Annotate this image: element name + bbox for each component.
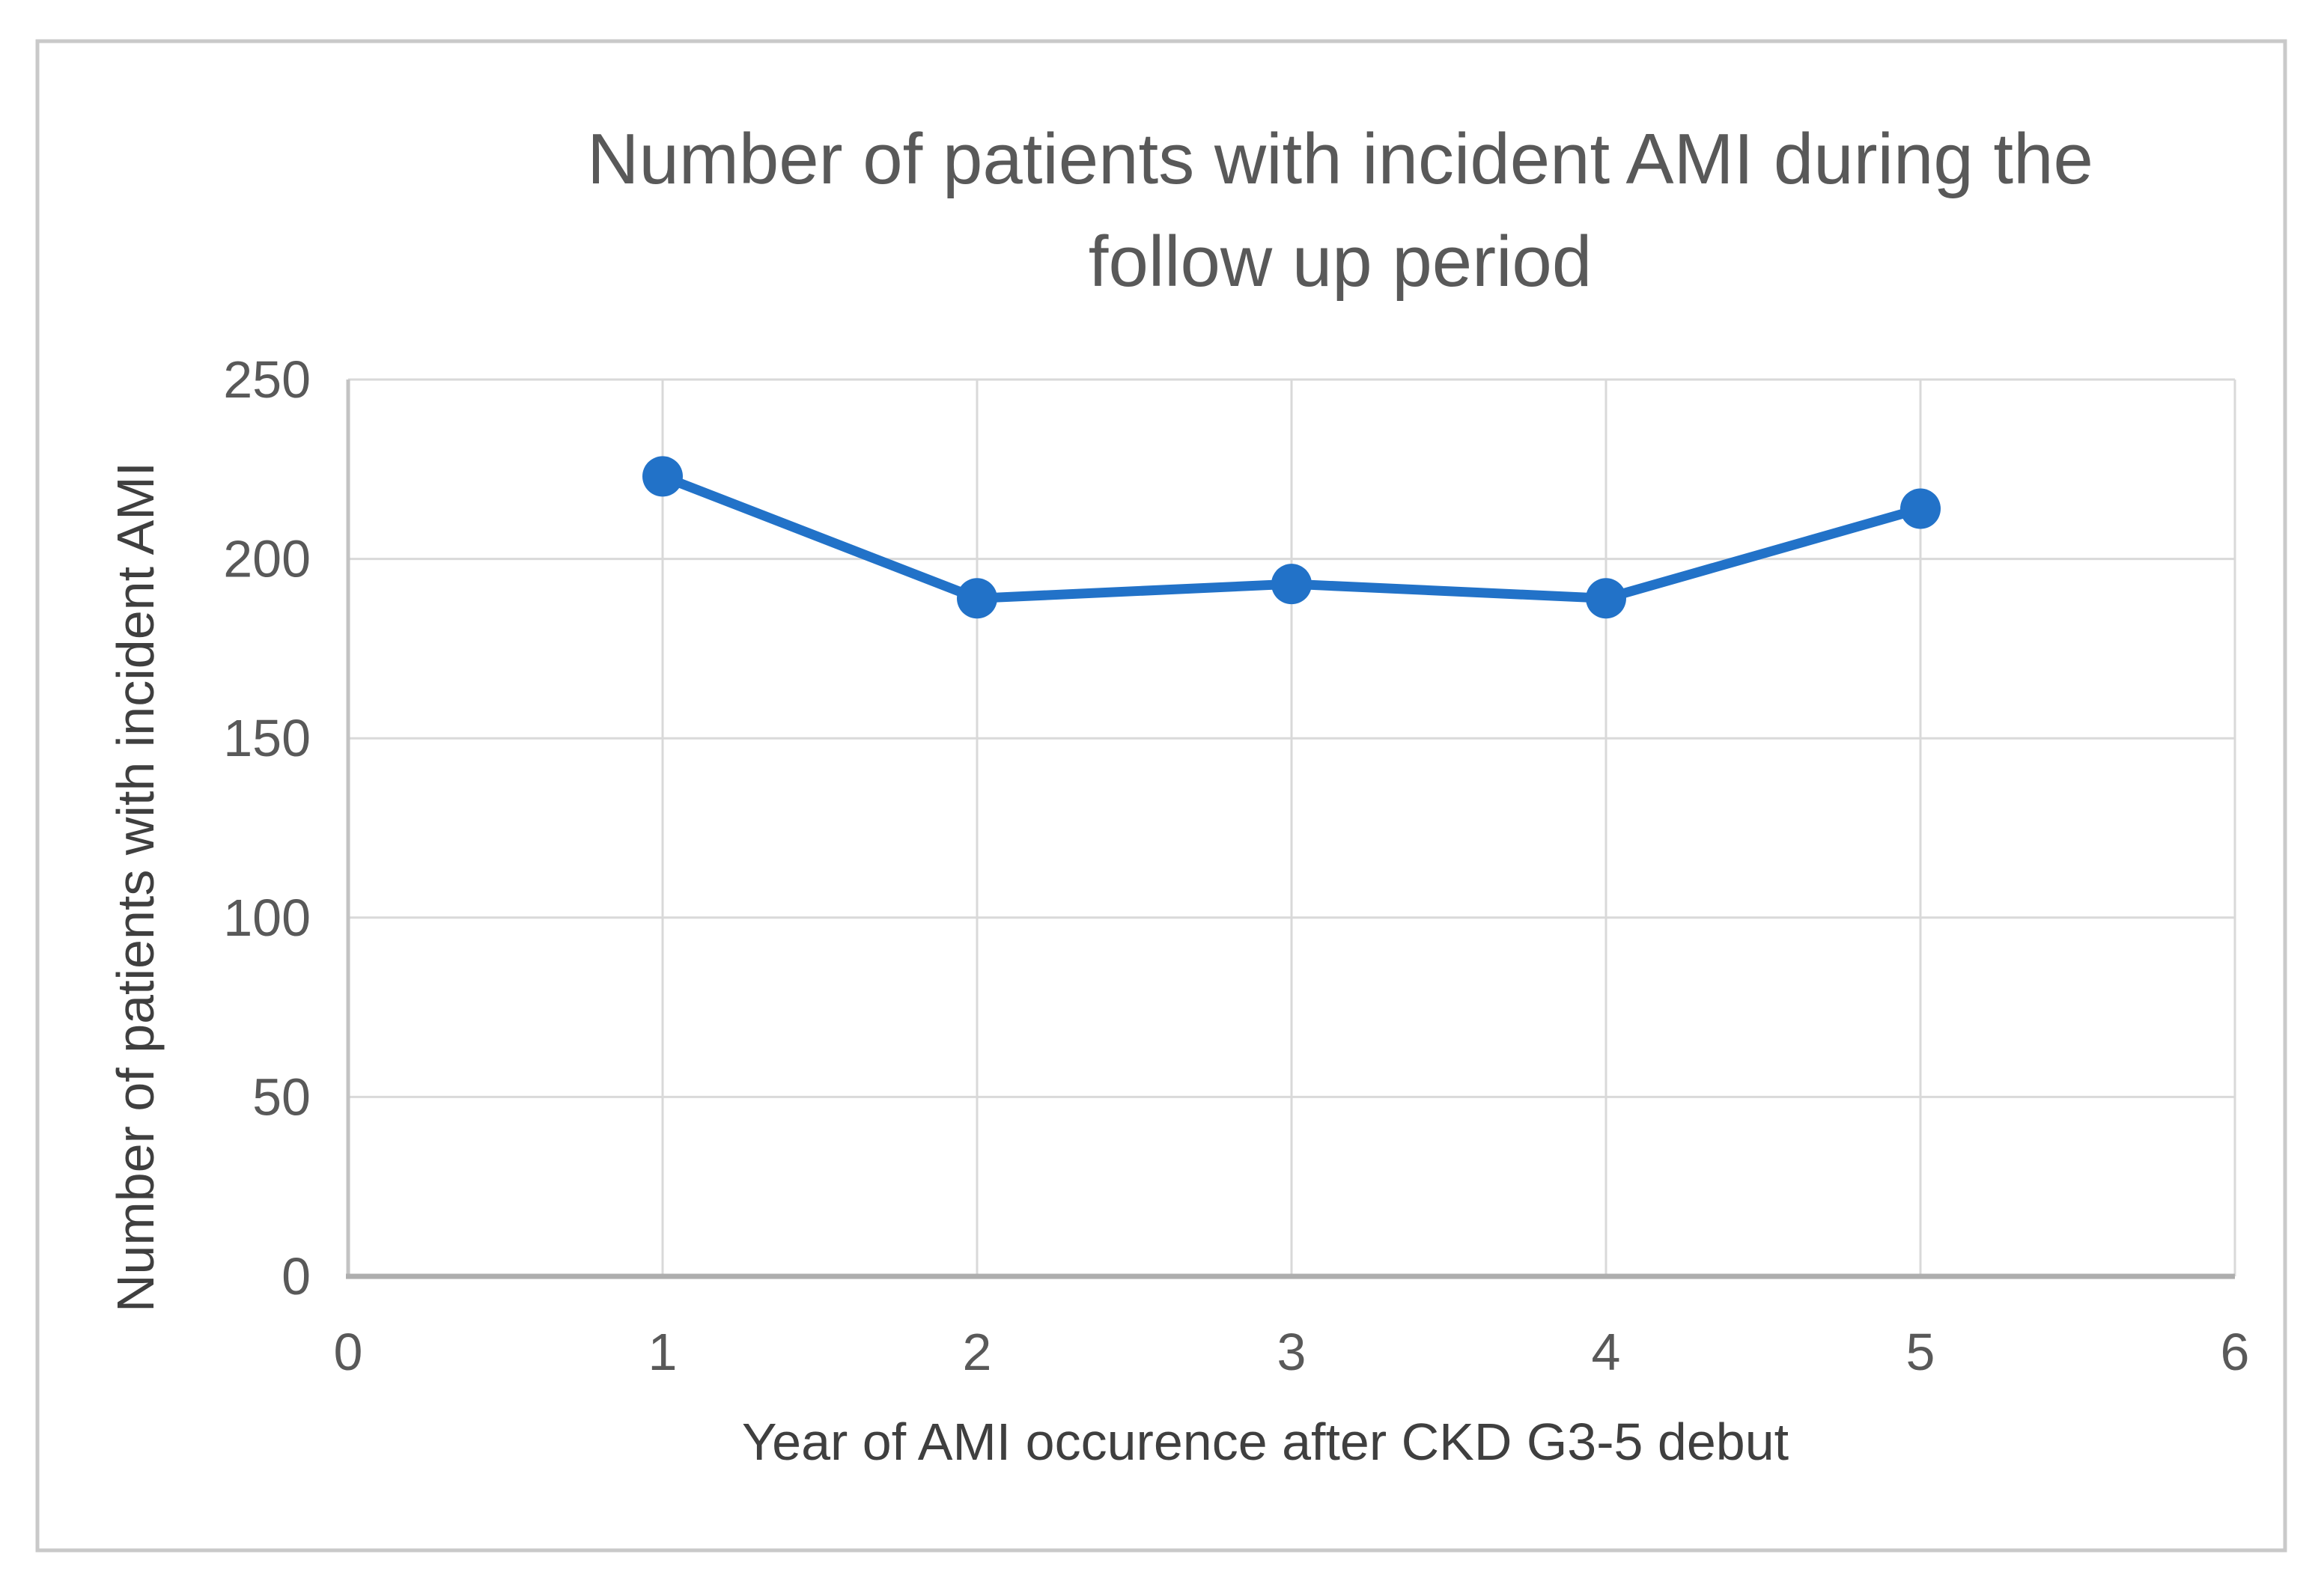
data-point-marker: [1900, 488, 1941, 529]
y-tick-label: 50: [252, 1067, 311, 1126]
x-tick-label: 4: [1592, 1323, 1621, 1381]
chart-title-line-1: Number of patients with incident AMI dur…: [587, 119, 2093, 199]
x-tick-label: 5: [1906, 1323, 1935, 1381]
plot-area: 0 50 100 150 200 250 0 1 2 3 4 5 6: [223, 350, 2249, 1381]
x-tick-label: 3: [1277, 1323, 1307, 1381]
x-tick-label: 6: [2221, 1323, 2250, 1381]
data-point-marker: [1271, 564, 1312, 605]
x-tick-label: 0: [334, 1323, 363, 1381]
x-axis-title: Year of AMI occurence after CKD G3-5 deb…: [742, 1413, 1789, 1471]
data-point-marker: [957, 578, 997, 619]
data-point-marker: [642, 456, 683, 497]
y-tick-label: 200: [223, 530, 311, 588]
y-tick-label: 150: [223, 709, 311, 767]
x-tick-label: 1: [648, 1323, 678, 1381]
y-axis-title: Number of patients with incident AMI: [106, 462, 165, 1312]
x-tick-label: 2: [963, 1323, 992, 1381]
chart-title-line-2: follow up period: [1089, 222, 1592, 302]
y-tick-label: 100: [223, 889, 311, 947]
y-tick-label: 250: [223, 350, 311, 409]
y-tick-label: 0: [282, 1247, 311, 1306]
data-point-marker: [1586, 578, 1626, 619]
figure-border: [35, 39, 2287, 1553]
